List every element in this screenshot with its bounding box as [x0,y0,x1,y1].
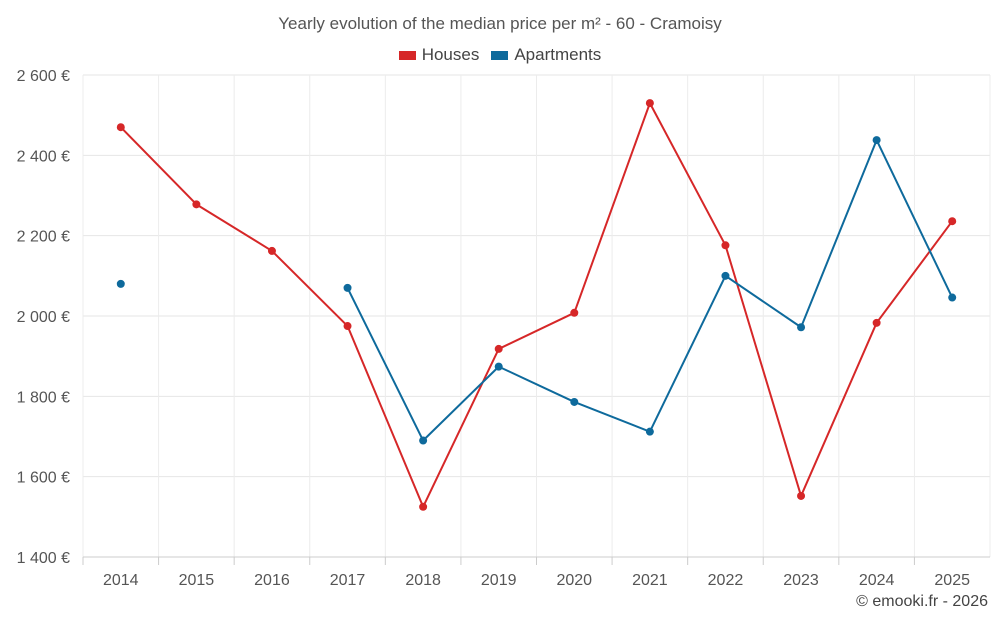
legend-label-apartments: Apartments [514,45,602,64]
x-tick-label: 2025 [934,572,970,589]
data-point-apartments-2014 [116,279,125,288]
chart-title: Yearly evolution of the median price per… [278,14,722,33]
data-point-apartments-2020 [570,397,579,406]
data-point-houses-2015 [192,200,201,209]
x-tick-label: 2021 [632,572,668,589]
x-tick-label: 2024 [859,572,895,589]
data-point-apartments-2019 [494,362,503,371]
data-point-houses-2025 [948,217,957,226]
legend-item-houses[interactable]: Houses [398,45,480,65]
data-point-apartments-2018 [419,436,428,445]
data-point-apartments-2017 [343,283,352,292]
data-point-houses-2022 [721,241,730,250]
legend-swatch-apartments [491,50,509,60]
y-tick-label: 1 400 € [17,550,70,567]
data-point-houses-2024 [872,318,881,327]
legend-item-apartments[interactable]: Apartments [491,45,601,65]
legend-swatch-houses [398,50,416,60]
data-point-apartments-2024 [872,136,881,145]
x-tick-label: 2015 [179,572,215,589]
y-tick-label: 2 000 € [17,309,70,326]
data-point-houses-2021 [645,99,654,108]
x-tick-label: 2022 [708,572,744,589]
legend-label-houses: Houses [421,45,480,64]
copyright-text: © emooki.fr - 2026 [856,593,988,610]
y-tick-label: 2 400 € [17,148,70,165]
data-point-houses-2019 [494,344,503,353]
x-tick-label: 2016 [254,572,290,589]
data-point-houses-2023 [797,491,806,500]
data-point-houses-2014 [116,123,125,132]
x-tick-label: 2019 [481,572,517,589]
series-line-houses [120,102,954,508]
x-tick-label: 2020 [556,572,592,589]
data-point-apartments-2023 [797,323,806,332]
x-tick-label: 2014 [103,572,139,589]
data-point-houses-2017 [343,322,352,331]
data-point-houses-2020 [570,308,579,317]
x-tick-label: 2023 [783,572,819,589]
data-point-houses-2016 [267,246,276,255]
y-tick-label: 2 600 € [17,68,70,85]
y-tick-label: 1 600 € [17,470,70,487]
y-tick-label: 2 200 € [17,229,70,246]
data-point-apartments-2022 [721,271,730,280]
x-tick-label: 2018 [405,572,441,589]
data-point-houses-2018 [419,502,428,511]
data-point-apartments-2021 [645,427,654,436]
x-tick-label: 2017 [330,572,366,589]
data-point-apartments-2025 [948,293,957,302]
legend: Houses Apartments [0,45,1000,65]
series-line-apartments [346,139,954,442]
y-tick-label: 1 800 € [17,389,70,406]
